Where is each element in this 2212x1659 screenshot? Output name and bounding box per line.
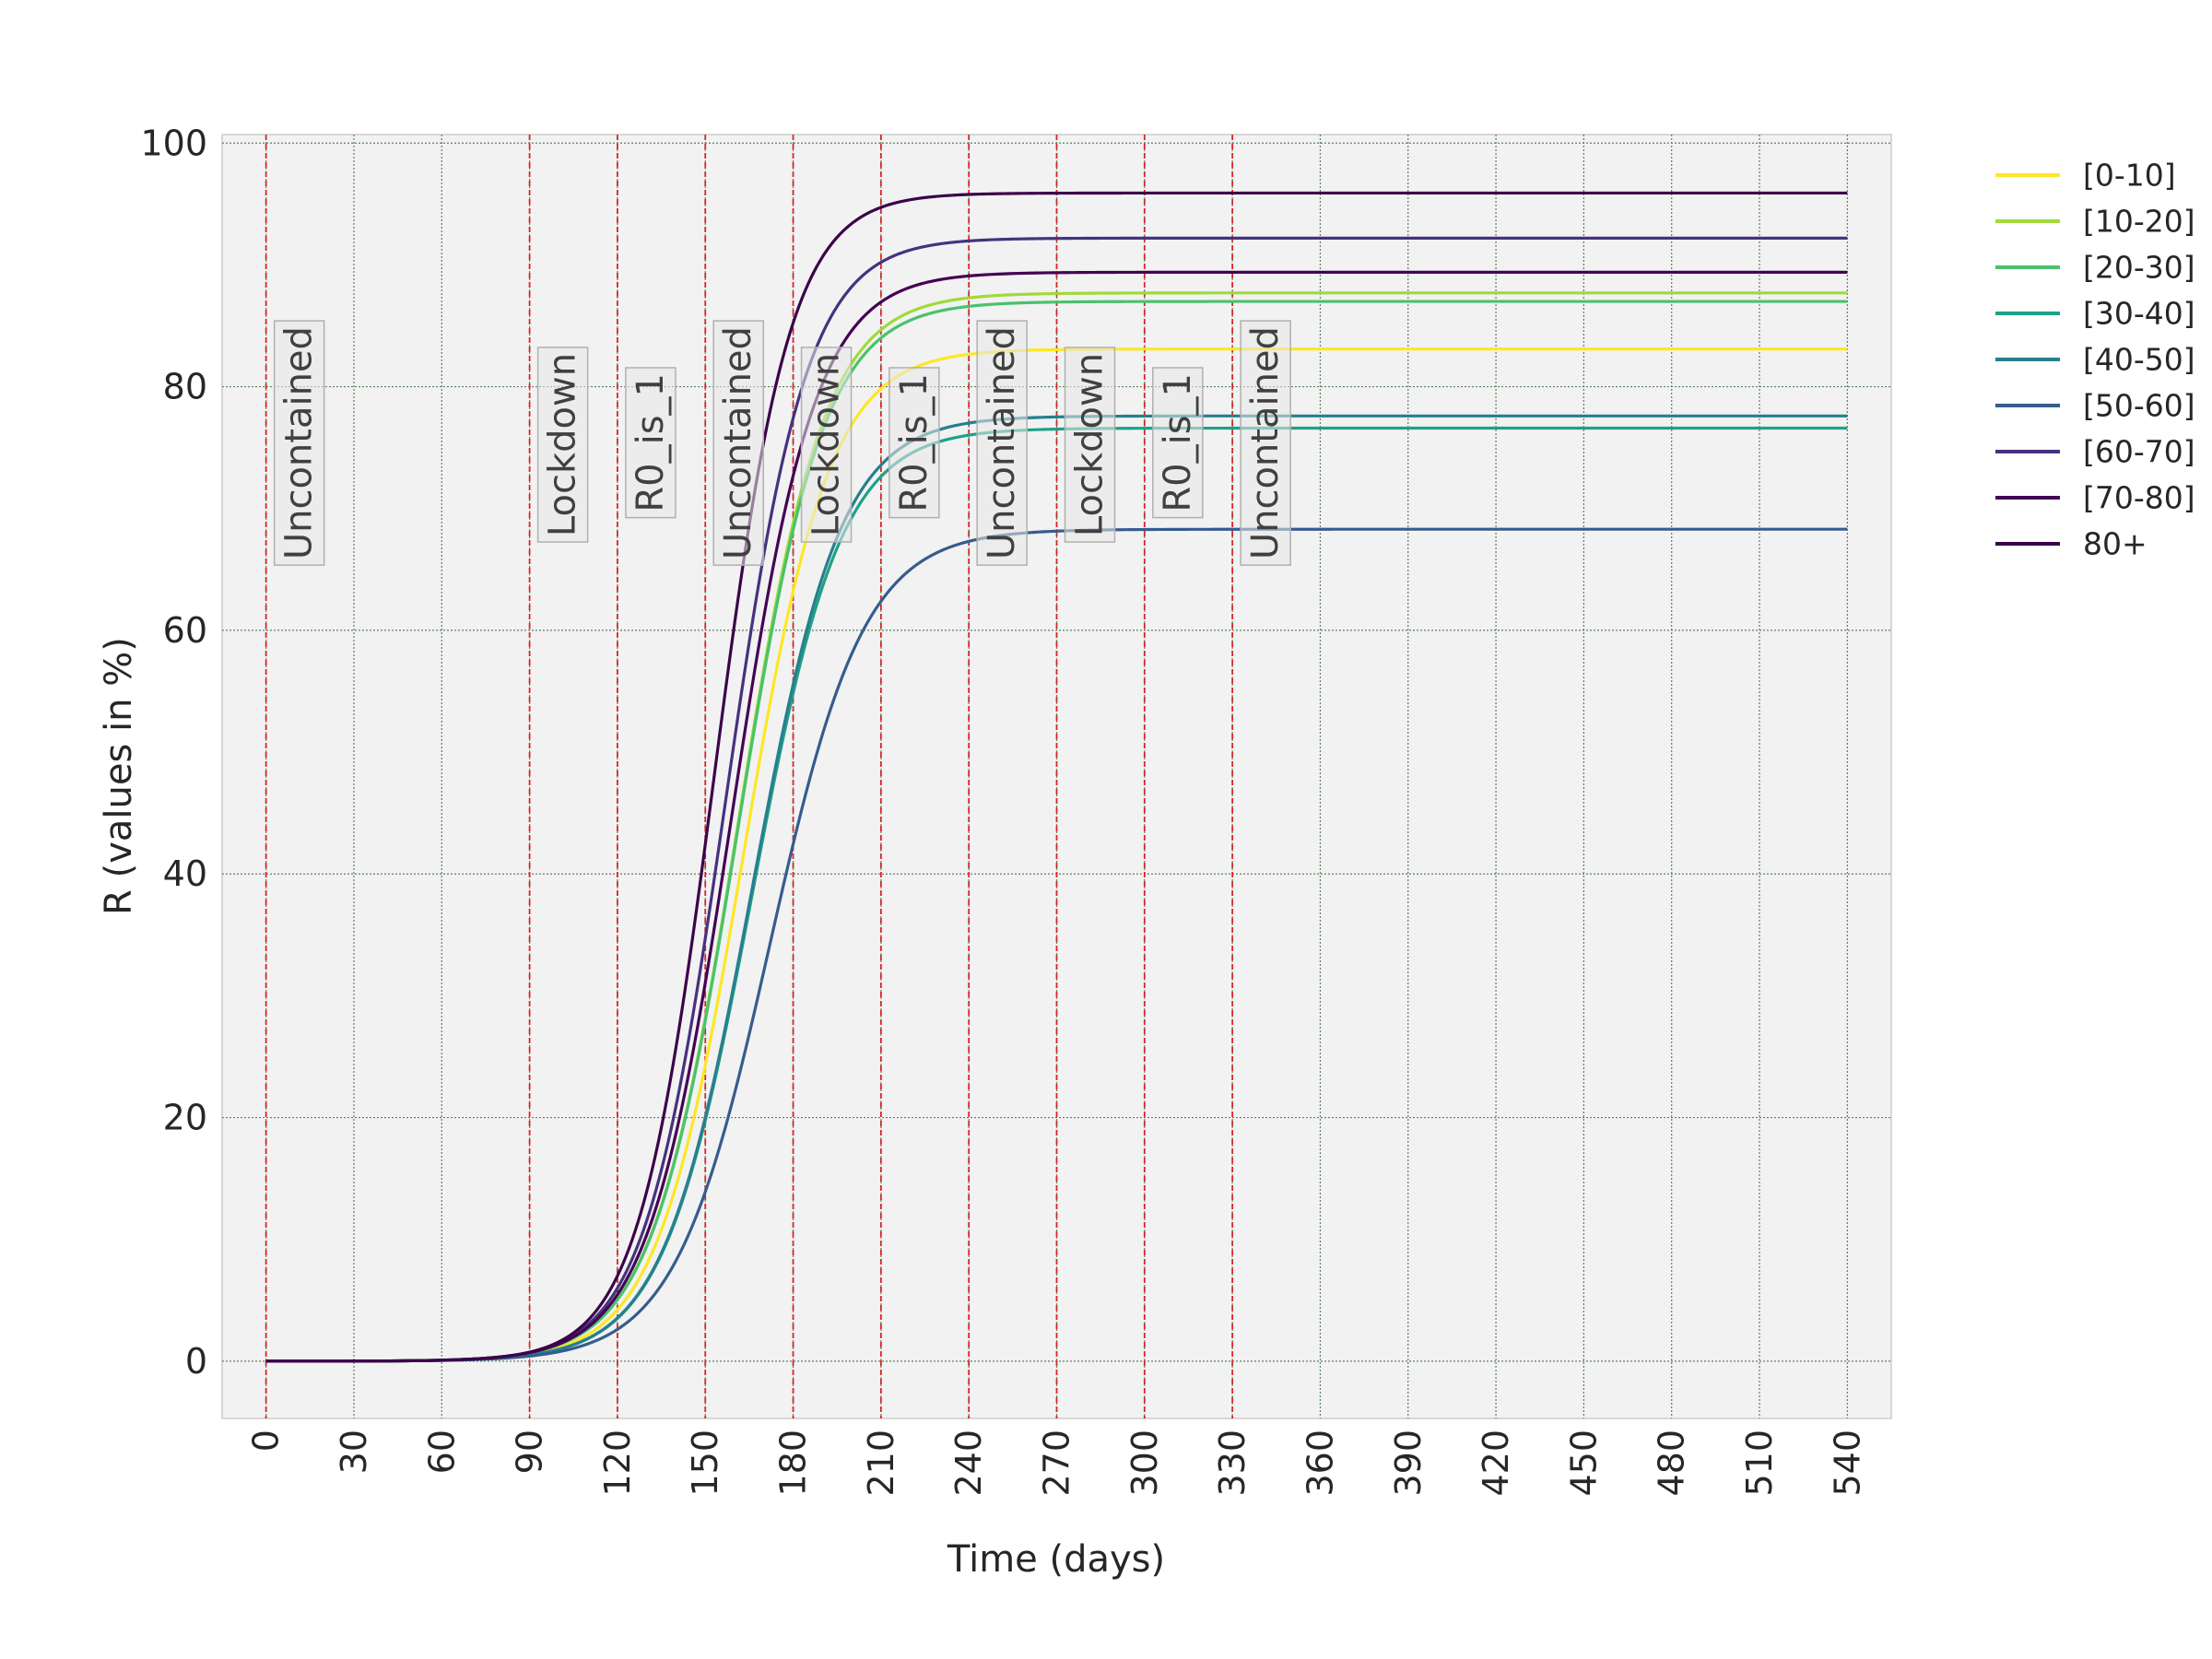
phase-annotation-text: R0_is_1: [629, 373, 672, 512]
phase-annotation-box: [1240, 320, 1291, 566]
y-tick-labels: 0 20 40 60 80 100: [140, 123, 207, 1382]
phase-annotation: Lockdown: [800, 347, 853, 543]
legend-label: [50-60]: [2083, 388, 2195, 424]
phase-annotation: Lockdown: [536, 347, 589, 543]
phase-annotation: R0_is_1: [625, 367, 677, 519]
phase-annotation-box: [625, 367, 677, 519]
phase-annotations: Uncontained Lockdown R0_is_1 Uncontained Loc…: [273, 320, 1291, 566]
phase-annotation-box: [1152, 367, 1204, 519]
x-tick-label: 30: [334, 1430, 374, 1474]
x-tick-label: 180: [773, 1430, 814, 1497]
legend-label: [40-50]: [2083, 342, 2195, 378]
x-tick-label: 540: [1827, 1430, 1867, 1497]
phase-annotation: Uncontained: [1240, 320, 1291, 566]
x-tick-label: 0: [246, 1430, 287, 1452]
legend: [0-10] [10-20] [20-30] [30-40] [40-50] [50-60…: [1995, 158, 2195, 562]
x-tick-label: 330: [1212, 1430, 1253, 1497]
y-tick-label: 100: [140, 123, 207, 163]
x-tick-label: 90: [510, 1430, 550, 1474]
legend-label: [20-30]: [2083, 250, 2195, 286]
phase-annotation: Uncontained: [712, 320, 764, 566]
x-tick-label: 480: [1652, 1430, 1692, 1497]
phase-annotation-text: Lockdown: [542, 353, 584, 536]
legend-label: [70-80]: [2083, 480, 2195, 516]
phase-annotation-box: [888, 367, 940, 519]
phase-annotation: Uncontained: [976, 320, 1028, 566]
legend-item: [20-30]: [1995, 250, 2195, 286]
x-tick-labels: 0 30 60 90 120 150 180 210 240 270 300 330 360 390 420…: [246, 1430, 1868, 1497]
x-tick-label: 450: [1563, 1430, 1604, 1497]
legend-label: [30-40]: [2083, 296, 2195, 332]
phase-annotation-text: Uncontained: [1244, 326, 1287, 559]
phase-annotation-text: Uncontained: [981, 326, 1023, 559]
legend-item: [50-60]: [1995, 388, 2195, 424]
legend-label: [60-70]: [2083, 434, 2195, 470]
x-tick-label: 270: [1037, 1430, 1077, 1497]
legend-item: [10-20]: [1995, 204, 2195, 240]
legend-item: [70-80]: [1995, 480, 2195, 516]
x-tick-label: 390: [1388, 1430, 1429, 1497]
x-axis-label: Time (days): [947, 1538, 1165, 1581]
phase-annotation: Uncontained: [273, 320, 325, 566]
legend-label: 80+: [2083, 526, 2147, 562]
x-tick-label: 510: [1739, 1430, 1780, 1497]
x-tick-label: 360: [1300, 1430, 1340, 1497]
phase-annotation-text: Lockdown: [806, 353, 848, 536]
y-tick-label: 20: [163, 1098, 207, 1138]
phase-annotation-text: Lockdown: [1069, 353, 1112, 536]
legend-item: [60-70]: [1995, 434, 2195, 470]
phase-annotation-box: [273, 320, 325, 566]
legend-label: [0-10]: [2083, 158, 2176, 194]
y-tick-label: 40: [163, 853, 207, 894]
phase-annotation-box: [800, 347, 853, 543]
series-lines: [265, 191, 1848, 1363]
x-tick-label: 150: [685, 1430, 725, 1497]
phase-annotation-box: [1064, 347, 1116, 543]
legend-label: [10-20]: [2083, 204, 2195, 240]
y-tick-label: 80: [163, 367, 207, 407]
x-tick-label: 420: [1476, 1430, 1516, 1497]
phase-annotation: R0_is_1: [1152, 367, 1204, 519]
x-tick-label: 60: [421, 1430, 462, 1474]
phase-annotation-text: R0_is_1: [1157, 373, 1199, 512]
phase-annotation-text: Uncontained: [717, 326, 759, 559]
y-axis-label: R (values in %): [98, 637, 140, 915]
y-tick-label: 60: [163, 610, 207, 651]
legend-item: [30-40]: [1995, 296, 2195, 332]
phase-annotation-box: [712, 320, 764, 566]
phase-annotation: Lockdown: [1064, 347, 1116, 543]
phase-annotation-text: R0_is_1: [893, 373, 935, 512]
x-tick-label: 210: [861, 1430, 901, 1497]
y-tick-label: 0: [185, 1341, 207, 1382]
phase-annotation: R0_is_1: [888, 367, 940, 519]
x-tick-label: 240: [948, 1430, 989, 1497]
legend-item: [0-10]: [1995, 158, 2176, 194]
series-line-80+: [265, 191, 1848, 1363]
x-tick-label: 120: [597, 1430, 638, 1497]
legend-item: [40-50]: [1995, 342, 2195, 378]
series-line-[50-60]: [265, 527, 1848, 1363]
x-tick-label: 300: [1124, 1430, 1165, 1497]
legend-item: 80+: [1995, 526, 2147, 562]
phase-annotation-box: [976, 320, 1028, 566]
phase-annotation-text: Uncontained: [278, 326, 321, 559]
phase-annotation-box: [536, 347, 589, 543]
